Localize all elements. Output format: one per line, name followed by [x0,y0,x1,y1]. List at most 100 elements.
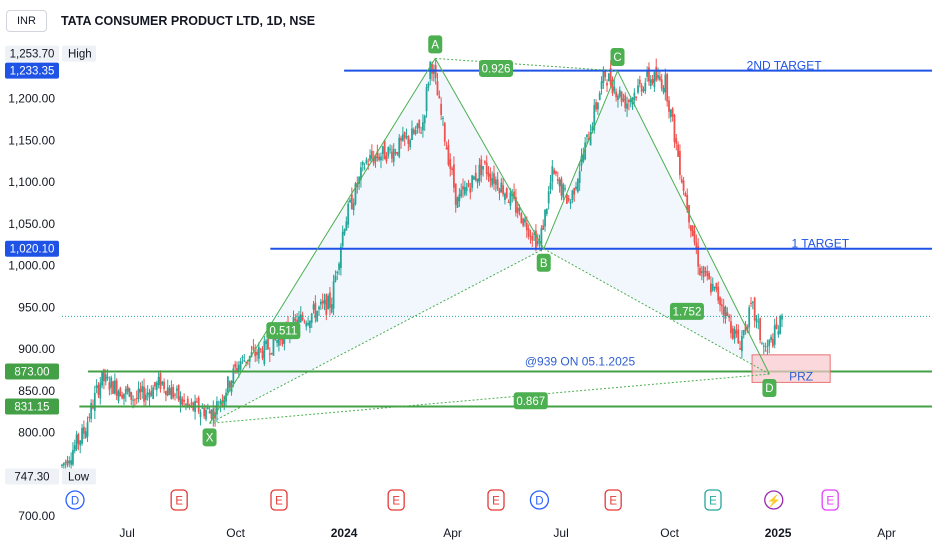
earnings-event-icon[interactable] [704,489,722,511]
candle-body [562,184,565,198]
candle-body [640,85,643,92]
candle-body [321,300,324,304]
candle-body [737,329,740,344]
candle-body [465,187,468,192]
candle-body [487,172,490,177]
candle-body [369,155,371,161]
candle-body [181,398,184,405]
candle-body [494,179,497,185]
dividend-event-icon[interactable] [529,490,550,510]
candle-body [606,82,608,86]
candle-body [518,208,521,212]
candle-body [365,159,368,164]
candle-body [66,460,69,466]
point-badge-x [202,428,217,447]
candle-body [689,225,692,232]
candle-body [155,382,158,391]
point-badge-a [428,35,443,54]
candle-body [257,346,260,359]
candle-body [221,400,224,402]
candle-body [228,381,231,388]
candle-body [263,341,266,364]
earnings-event-icon[interactable] [821,489,839,511]
dividend-event-icon[interactable] [65,490,85,510]
candle-body [555,171,557,174]
candle-body [649,79,652,87]
candle-body [478,164,481,182]
currency-button[interactable]: INR [6,10,47,32]
candle-body [533,233,536,236]
candle-body [629,99,632,103]
candle-body [363,167,366,169]
x-tick-label: Jul [553,526,568,540]
earnings-event-icon[interactable] [487,489,505,511]
candle-body [354,183,357,205]
candle-body [575,186,577,190]
y-tick-label: 1,150.00 [8,133,55,147]
candle-body [657,74,659,79]
candle-body [166,387,169,396]
candle-body [121,395,124,399]
price-badge [5,398,59,415]
candle-body [549,182,552,190]
candle-body [341,231,344,247]
candle-body [708,273,710,280]
candle-body [381,146,384,154]
candle-body [544,209,546,227]
earnings-event-icon[interactable] [270,489,288,511]
candle-body [627,99,630,103]
candle-body [305,322,308,327]
pattern-fill-bcd [543,70,770,375]
price-badge-label: 873.00 [14,367,49,379]
candle-body [64,461,67,463]
y-tick-label: 1,100.00 [8,175,55,189]
candle-body [272,333,275,356]
earnings-event-icon[interactable] [604,489,622,511]
candle-body [493,173,495,184]
earnings-event-icon[interactable] [170,489,188,511]
candle-body [662,87,665,93]
candle-body [329,292,331,308]
candle-body [411,128,413,140]
candle-body [243,360,246,362]
candle-body [720,304,723,307]
candle-body [781,315,783,320]
candle-body [719,297,721,306]
price-badge-label: 747.30 [14,472,49,484]
candle-body [764,350,767,352]
candle-body [536,241,539,245]
y-tick-label: 800.00 [18,426,55,440]
candle-body [768,339,771,346]
split-event-icon[interactable] [764,490,784,510]
candle-body [558,179,561,187]
candle-body [560,178,563,196]
candle-body [576,179,579,192]
candle-body [175,388,178,391]
ratio-label: 1.752 [673,306,702,318]
candle-body [70,460,73,465]
price-badge [5,468,59,485]
candle-body [502,185,505,195]
candle-body [350,194,353,210]
candle-body [380,156,382,161]
candle-body [401,134,404,141]
candle-body [633,92,636,100]
candle-body [617,95,619,101]
ratio-label: 0.867 [516,396,545,408]
candle-body [298,316,300,323]
prz-zone[interactable] [751,354,831,383]
earnings-event-icon[interactable] [387,489,405,511]
candle-body [573,188,576,195]
candle-body [748,307,751,328]
candle-body [124,388,127,395]
ratio-badge [479,59,513,77]
candle-body [309,320,311,329]
candle-body [301,314,304,320]
candle-body [602,69,605,84]
candle-body [505,188,508,198]
candle-body [597,102,599,110]
pattern-ratio-line-xb [209,248,544,424]
candle-body [691,225,694,236]
candle-body [569,201,572,204]
